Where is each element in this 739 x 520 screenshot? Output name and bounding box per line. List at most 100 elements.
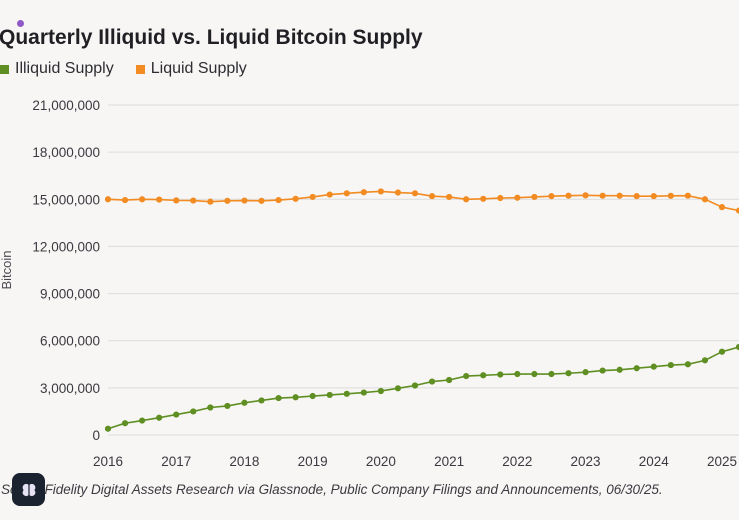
data-point-s0-30 <box>616 366 623 373</box>
y-tick-label-2: 6,000,000 <box>40 334 100 349</box>
data-point-s1-27 <box>565 192 572 199</box>
data-point-s1-25 <box>531 193 538 201</box>
data-point-s0-9 <box>258 397 265 404</box>
data-point-s0-20 <box>446 376 453 384</box>
data-point-s1-26 <box>548 193 555 200</box>
data-point-s1-34 <box>684 192 691 199</box>
data-point-s1-7 <box>224 197 231 204</box>
data-point-s0-18 <box>411 382 419 389</box>
legend-swatch-illiquid <box>0 64 9 74</box>
data-point-s0-4 <box>173 411 180 418</box>
legend-item-liquid[interactable]: Liquid Supply <box>135 60 247 78</box>
data-point-s0-17 <box>394 385 402 392</box>
data-point-s1-11 <box>292 195 299 202</box>
y-tick-label-1: 3,000,000 <box>40 381 100 396</box>
x-tick-label-1: 2017 <box>161 454 191 469</box>
data-point-s0-8 <box>241 399 248 406</box>
data-point-s1-37 <box>735 207 739 214</box>
data-point-s0-0 <box>104 425 112 432</box>
data-point-s0-34 <box>684 361 691 368</box>
data-point-s0-15 <box>360 389 367 396</box>
brain-icon <box>22 483 35 496</box>
chart-title: Quarterly Illiquid vs. Liquid Bitcoin Su… <box>0 26 423 49</box>
data-point-s1-21 <box>463 196 470 203</box>
data-point-s1-19 <box>428 193 436 200</box>
data-point-s1-33 <box>667 192 674 199</box>
assistant-button[interactable] <box>12 473 45 506</box>
data-point-s0-13 <box>326 391 333 399</box>
series-line-0 <box>107 346 739 430</box>
x-tick-label-8: 2024 <box>639 454 670 469</box>
data-point-s1-3 <box>156 196 163 203</box>
data-point-s0-21 <box>463 372 470 380</box>
data-point-s1-36 <box>718 204 726 211</box>
data-point-s0-11 <box>292 394 299 401</box>
data-point-s1-30 <box>616 192 623 199</box>
y-axis-label: Bitcoin <box>0 250 14 289</box>
data-point-s1-12 <box>309 193 316 201</box>
data-point-s1-23 <box>497 194 504 202</box>
data-point-s0-1 <box>121 420 129 427</box>
data-point-s1-32 <box>650 193 657 200</box>
data-point-s0-35 <box>701 357 709 364</box>
gridlines <box>108 104 739 436</box>
data-point-s1-29 <box>599 192 606 199</box>
x-axis-ticks: 2016 2017 2018 2019 2020 2021 2022 2023 2024 2025 <box>93 454 737 469</box>
data-point-s0-36 <box>718 348 726 355</box>
y-tick-label-3: 9,000,000 <box>40 287 100 302</box>
data-point-s0-24 <box>514 370 521 378</box>
legend-item-illiquid[interactable]: Illiquid Supply <box>0 60 114 78</box>
data-point-s1-14 <box>343 190 350 197</box>
data-point-s1-28 <box>582 192 589 199</box>
data-point-s0-31 <box>633 365 640 372</box>
line-chart: 0 3,000,000 6,000,000 9,000,000 12,000,000 15… <box>0 98 739 469</box>
source-text: Fidelity Digital Assets Research via Gla… <box>44 482 663 497</box>
data-point-s1-22 <box>480 195 487 202</box>
data-point-s0-3 <box>156 414 163 421</box>
data-point-s1-2 <box>139 196 146 203</box>
data-point-s1-31 <box>633 193 640 200</box>
data-point-s0-2 <box>139 417 146 424</box>
data-point-s0-19 <box>428 378 436 385</box>
data-point-s0-10 <box>275 394 282 402</box>
data-point-s0-12 <box>309 392 316 400</box>
x-tick-label-7: 2023 <box>571 454 601 469</box>
data-point-s0-14 <box>343 390 350 397</box>
series-line-1 <box>107 190 739 212</box>
x-tick-label-0: 2016 <box>93 454 123 469</box>
y-tick-label-4: 12,000,000 <box>32 239 100 254</box>
data-point-s0-23 <box>497 371 504 378</box>
data-point-s1-15 <box>360 189 367 196</box>
data-point-s1-17 <box>394 189 402 196</box>
data-point-s1-8 <box>241 197 248 204</box>
data-point-s0-6 <box>207 404 214 411</box>
data-point-s1-5 <box>190 197 197 204</box>
y-tick-label-7: 21,000,000 <box>32 98 100 113</box>
data-point-s0-37 <box>735 343 739 351</box>
legend-label-liquid: Liquid Supply <box>150 60 247 77</box>
y-tick-label-0: 0 <box>92 428 100 443</box>
data-point-s0-7 <box>224 402 231 410</box>
data-point-s0-22 <box>480 372 487 379</box>
data-point-s1-20 <box>446 193 453 201</box>
y-axis-ticks: 0 3,000,000 6,000,000 9,000,000 12,000,000 15… <box>32 98 100 443</box>
data-point-s0-5 <box>190 408 197 415</box>
decorative-dot <box>17 20 24 27</box>
series-layer <box>104 188 739 432</box>
x-tick-label-4: 2020 <box>366 454 396 469</box>
x-tick-label-3: 2019 <box>298 454 328 469</box>
y-tick-label-5: 15,000,000 <box>32 192 100 207</box>
data-point-s1-10 <box>275 196 282 204</box>
legend-label-illiquid: Illiquid Supply <box>15 60 114 77</box>
data-point-s0-32 <box>650 363 657 370</box>
data-point-s0-16 <box>377 387 384 395</box>
data-point-s0-29 <box>599 367 606 374</box>
y-tick-label-6: 18,000,000 <box>32 145 100 160</box>
data-point-s0-27 <box>565 370 572 377</box>
data-point-s1-13 <box>326 191 333 198</box>
source-note: So Fidelity Digital Assets Research via G… <box>1 482 663 497</box>
data-point-s0-28 <box>582 369 589 376</box>
x-tick-label-5: 2021 <box>434 454 464 469</box>
data-point-s1-9 <box>258 197 265 204</box>
data-point-s1-4 <box>173 197 180 204</box>
